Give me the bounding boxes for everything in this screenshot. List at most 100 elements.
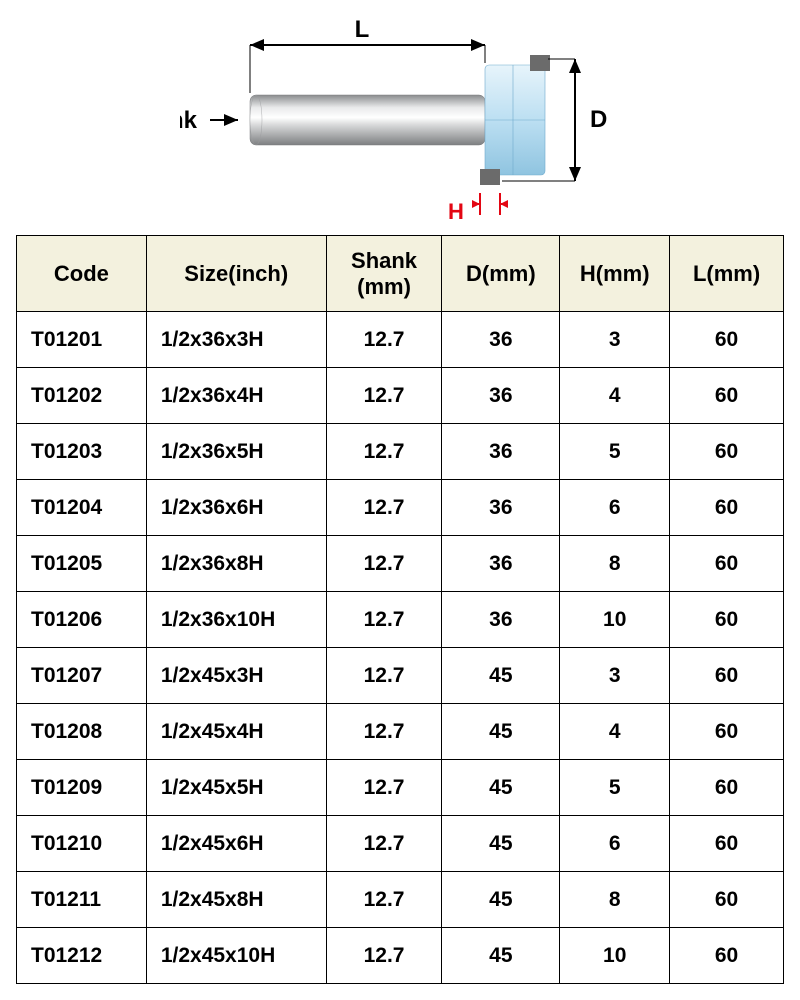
table-cell: 1/2x45x10H [146, 928, 326, 984]
table-cell: 1/2x36x4H [146, 368, 326, 424]
table-cell: 12.7 [326, 536, 442, 592]
table-cell: 3 [560, 312, 670, 368]
table-cell: 36 [442, 368, 560, 424]
table-cell: T01208 [17, 704, 147, 760]
col-header-d: D(mm) [442, 236, 560, 312]
col-header-l: L(mm) [670, 236, 784, 312]
spec-table-header: Code Size(inch) Shank (mm) D(mm) H(mm) L… [17, 236, 784, 312]
table-cell: 60 [670, 648, 784, 704]
table-cell: 10 [560, 592, 670, 648]
table-cell: 12.7 [326, 312, 442, 368]
label-D: D [590, 106, 607, 133]
table-row: T012121/2x45x10H12.7451060 [17, 928, 784, 984]
table-cell: T01203 [17, 424, 147, 480]
table-cell: 45 [442, 872, 560, 928]
table-cell: 45 [442, 928, 560, 984]
table-cell: 1/2x36x5H [146, 424, 326, 480]
table-row: T012071/2x45x3H12.745360 [17, 648, 784, 704]
table-cell: 36 [442, 424, 560, 480]
table-cell: 1/2x45x3H [146, 648, 326, 704]
table-row: T012061/2x36x10H12.7361060 [17, 592, 784, 648]
table-cell: 1/2x36x6H [146, 480, 326, 536]
table-cell: 1/2x36x3H [146, 312, 326, 368]
table-cell: 36 [442, 480, 560, 536]
table-cell: 60 [670, 536, 784, 592]
table-cell: 4 [560, 704, 670, 760]
table-cell: T01205 [17, 536, 147, 592]
table-cell: 12.7 [326, 480, 442, 536]
table-cell: 60 [670, 480, 784, 536]
table-cell: 12.7 [326, 928, 442, 984]
table-row: T012081/2x45x4H12.745460 [17, 704, 784, 760]
table-row: T012091/2x45x5H12.745560 [17, 760, 784, 816]
table-cell: 5 [560, 760, 670, 816]
label-shank: Shank [180, 107, 198, 134]
table-cell: T01211 [17, 872, 147, 928]
table-cell: T01212 [17, 928, 147, 984]
table-cell: 45 [442, 760, 560, 816]
table-cell: 60 [670, 872, 784, 928]
table-cell: 36 [442, 536, 560, 592]
table-cell: 60 [670, 816, 784, 872]
table-cell: 60 [670, 312, 784, 368]
col-header-size: Size(inch) [146, 236, 326, 312]
table-cell: 8 [560, 536, 670, 592]
table-cell: 1/2x45x5H [146, 760, 326, 816]
table-row: T012031/2x36x5H12.736560 [17, 424, 784, 480]
table-cell: 10 [560, 928, 670, 984]
table-cell: 45 [442, 816, 560, 872]
spec-table-body: T012011/2x36x3H12.736360T012021/2x36x4H1… [17, 312, 784, 984]
table-cell: 12.7 [326, 424, 442, 480]
table-cell: 6 [560, 816, 670, 872]
table-cell: 5 [560, 424, 670, 480]
table-cell: T01207 [17, 648, 147, 704]
label-H: H [448, 199, 464, 224]
router-bit-diagram: L D Shank H [180, 15, 630, 235]
table-row: T012051/2x36x8H12.736860 [17, 536, 784, 592]
table-cell: 45 [442, 704, 560, 760]
dim-shank: Shank [180, 107, 238, 134]
table-cell: T01202 [17, 368, 147, 424]
diagram-area: L D Shank H [0, 0, 800, 235]
spec-table: Code Size(inch) Shank (mm) D(mm) H(mm) L… [16, 235, 784, 984]
table-cell: 12.7 [326, 872, 442, 928]
table-cell: 3 [560, 648, 670, 704]
table-cell: 12.7 [326, 592, 442, 648]
table-cell: 12.7 [326, 648, 442, 704]
table-cell: T01206 [17, 592, 147, 648]
dim-L: L [250, 16, 485, 93]
table-cell: 1/2x36x8H [146, 536, 326, 592]
table-cell: 45 [442, 648, 560, 704]
table-cell: 1/2x45x8H [146, 872, 326, 928]
table-row: T012011/2x36x3H12.736360 [17, 312, 784, 368]
table-cell: 60 [670, 760, 784, 816]
table-cell: T01209 [17, 760, 147, 816]
table-cell: 36 [442, 312, 560, 368]
table-cell: 36 [442, 592, 560, 648]
table-cell: 12.7 [326, 816, 442, 872]
table-cell: 12.7 [326, 368, 442, 424]
table-row: T012101/2x45x6H12.745660 [17, 816, 784, 872]
table-cell: 8 [560, 872, 670, 928]
label-L: L [355, 16, 370, 43]
col-header-h: H(mm) [560, 236, 670, 312]
table-cell: 60 [670, 368, 784, 424]
table-cell: 60 [670, 424, 784, 480]
table-cell: 4 [560, 368, 670, 424]
col-header-code: Code [17, 236, 147, 312]
table-cell: 60 [670, 928, 784, 984]
table-cell: 1/2x45x6H [146, 816, 326, 872]
table-cell: 1/2x45x4H [146, 704, 326, 760]
table-cell: 12.7 [326, 760, 442, 816]
table-row: T012041/2x36x6H12.736660 [17, 480, 784, 536]
col-header-shank: Shank (mm) [326, 236, 442, 312]
table-cell: 6 [560, 480, 670, 536]
table-cell: 1/2x36x10H [146, 592, 326, 648]
table-cell: 12.7 [326, 704, 442, 760]
table-cell: T01204 [17, 480, 147, 536]
table-cell: 60 [670, 592, 784, 648]
table-cell: T01210 [17, 816, 147, 872]
table-row: T012021/2x36x4H12.736460 [17, 368, 784, 424]
dim-H: H [448, 193, 508, 224]
table-cell: T01201 [17, 312, 147, 368]
